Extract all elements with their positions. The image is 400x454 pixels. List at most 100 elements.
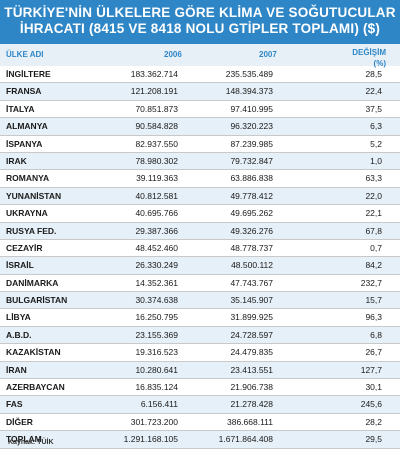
change-percent-cell: 67,8 (365, 225, 382, 236)
value-2007-cell: 63.886.838 (230, 173, 273, 184)
table-row: UKRAYNA 40.695.766 49.695.262 22,1 (0, 205, 400, 223)
change-percent-cell: 232,7 (360, 277, 382, 288)
table-header: ÜLKE ADI 2006 2007 DEĞİŞİM (%) (0, 44, 400, 69)
change-percent-cell: 22,0 (365, 190, 382, 201)
change-percent-cell: 26,7 (365, 347, 382, 358)
change-percent-cell: 6,3 (370, 121, 382, 132)
value-2006-cell: 19.316.523 (135, 347, 178, 358)
table-row: CEZAYİR 48.452.460 48.778.737 0,7 (0, 240, 400, 258)
value-2006-cell: 121.208.191 (130, 86, 178, 97)
column-header-country: ÜLKE ADI (6, 50, 44, 59)
table-row: FRANSA 121.208.191 148.394.373 22,4 (0, 83, 400, 101)
value-2007-cell: 35.145.907 (230, 295, 273, 306)
value-2006-cell: 301.723.200 (130, 416, 178, 427)
table-row: A.B.D. 23.155.369 24.728.597 6,8 (0, 326, 400, 345)
value-2006-cell: 10.280.641 (135, 364, 178, 375)
column-header-2007: 2007 (259, 50, 277, 59)
title-banner: TÜRKİYE'NİN ÜLKELERE GÖRE KLİMA VE SOĞUT… (0, 0, 400, 44)
country-cell: ALMANYA (6, 121, 48, 132)
change-percent-cell: 22,1 (365, 208, 382, 219)
change-percent-cell: 22,4 (365, 86, 382, 97)
change-header-label: DEĞİŞİM (352, 48, 386, 57)
table-row: İSPANYA 82.937.550 87.239.985 5,2 (0, 136, 400, 153)
country-cell: FAS (6, 399, 23, 410)
value-2007-cell: 31.899.925 (230, 312, 273, 323)
table-body: İNGİLTERE 183.362.714 235.535.489 28,5 FRANS… (0, 66, 400, 449)
value-2007-cell: 49.695.262 (230, 208, 273, 219)
value-2006-cell: 82.937.550 (135, 138, 178, 149)
value-2006-cell: 39.119.363 (136, 173, 178, 184)
title-line-2: İHRACATI (8415 VE 8418 NOLU GTİPLER TOPL… (19, 21, 381, 36)
column-header-change: DEĞİŞİM (%) (352, 47, 386, 69)
country-cell: FRANSA (6, 86, 42, 97)
value-2006-cell: 6.156.411 (140, 399, 178, 410)
country-cell: LİBYA (6, 312, 31, 323)
value-2006-cell: 30.374.638 (135, 295, 178, 306)
table-row: İRAN 10.280.641 23.413.551 127,7 (0, 361, 400, 380)
value-2006-cell: 14.352.361 (135, 277, 178, 288)
table-row: LİBYA 16.250.795 31.899.925 96,3 (0, 309, 400, 327)
value-2007-cell: 96.320.223 (230, 121, 273, 132)
value-2007-cell: 48.500.112 (231, 260, 273, 271)
country-cell: BULGARİSTAN (6, 295, 68, 306)
country-cell: ROMANYA (6, 173, 50, 184)
country-cell: DİĞER (6, 416, 33, 427)
value-2007-cell: 24.728.597 (230, 329, 273, 340)
table-row: İSRAİL 26.330.249 48.500.112 84,2 (0, 257, 400, 275)
value-2006-cell: 16.250.795 (135, 312, 178, 323)
value-2007-cell: 47.743.767 (230, 277, 273, 288)
change-percent-cell: 6,8 (370, 329, 382, 340)
change-percent-cell: 1,0 (370, 155, 382, 166)
change-header-unit: (%) (373, 59, 386, 68)
value-2007-cell: 148.394.373 (225, 86, 273, 97)
value-2007-cell: 21.906.738 (230, 382, 273, 393)
country-cell: İSRAİL (6, 260, 34, 271)
table-row: İNGİLTERE 183.362.714 235.535.489 28,5 (0, 66, 400, 84)
table-row: FAS 6.156.411 21.278.428 245,6 (0, 396, 400, 414)
value-2007-cell: 235.535.489 (225, 69, 273, 79)
change-percent-cell: 5,2 (370, 138, 382, 149)
table-row: AZERBAYCAN 16.835.124 21.906.738 30,1 (0, 379, 400, 397)
table-row: DANİMARKA 14.352.361 47.743.767 232,7 (0, 275, 400, 293)
country-cell: IRAK (6, 155, 27, 166)
country-cell: KAZAKİSTAN (6, 347, 61, 358)
table-row: DİĞER 301.723.200 386.668.111 28,2 (0, 414, 400, 432)
change-percent-cell: 29,5 (365, 434, 382, 445)
value-2006-cell: 40.695.766 (135, 208, 178, 219)
value-2006-cell: 16.835.124 (135, 382, 178, 393)
value-2007-cell: 48.778.737 (230, 242, 273, 253)
value-2007-cell: 21.278.428 (230, 399, 273, 410)
change-percent-cell: 84,2 (365, 260, 382, 271)
value-2007-cell: 386.668.111 (226, 416, 273, 427)
value-2006-cell: 40.812.581 (135, 190, 178, 201)
country-cell: A.B.D. (6, 329, 32, 340)
country-cell: DANİMARKA (6, 277, 59, 288)
value-2006-cell: 29.387.366 (135, 225, 178, 236)
change-percent-cell: 30,1 (365, 382, 382, 393)
value-2006-cell: 70.851.873 (135, 103, 178, 114)
table-row: RUSYA FED. 29.387.366 49.326.276 67,8 (0, 222, 400, 240)
value-2007-cell: 49.778.412 (230, 190, 273, 201)
source-note: Kaynak: TÜİK (8, 439, 54, 446)
value-2007-cell: 1.671.864.408 (218, 434, 273, 445)
value-2006-cell: 1.291.168.105 (123, 434, 178, 445)
country-cell: İSPANYA (6, 138, 43, 149)
value-2006-cell: 90.584.828 (135, 121, 178, 132)
change-percent-cell: 15,7 (365, 295, 382, 306)
title-line-1: TÜRKİYE'NİN ÜLKELERE GÖRE KLİMA VE SOĞUT… (4, 5, 396, 20)
table-row: İTALYA 70.851.873 97.410.995 37,5 (0, 101, 400, 119)
country-cell: RUSYA FED. (6, 225, 57, 236)
table-row: ROMANYA 39.119.363 63.886.838 63,3 (0, 170, 400, 188)
value-2007-cell: 23.413.551 (230, 364, 273, 375)
country-cell: CEZAYİR (6, 242, 43, 253)
table-row: YUNANİSTAN 40.812.581 49.778.412 22,0 (0, 187, 400, 206)
change-percent-cell: 37,5 (365, 103, 382, 114)
value-2007-cell: 24.479.835 (230, 347, 273, 358)
country-cell: AZERBAYCAN (6, 382, 65, 393)
change-percent-cell: 28,5 (365, 69, 382, 79)
value-2007-cell: 79.732.847 (230, 155, 273, 166)
change-percent-cell: 127,7 (360, 364, 382, 375)
country-cell: YUNANİSTAN (6, 190, 62, 201)
country-cell: İTALYA (6, 103, 35, 114)
